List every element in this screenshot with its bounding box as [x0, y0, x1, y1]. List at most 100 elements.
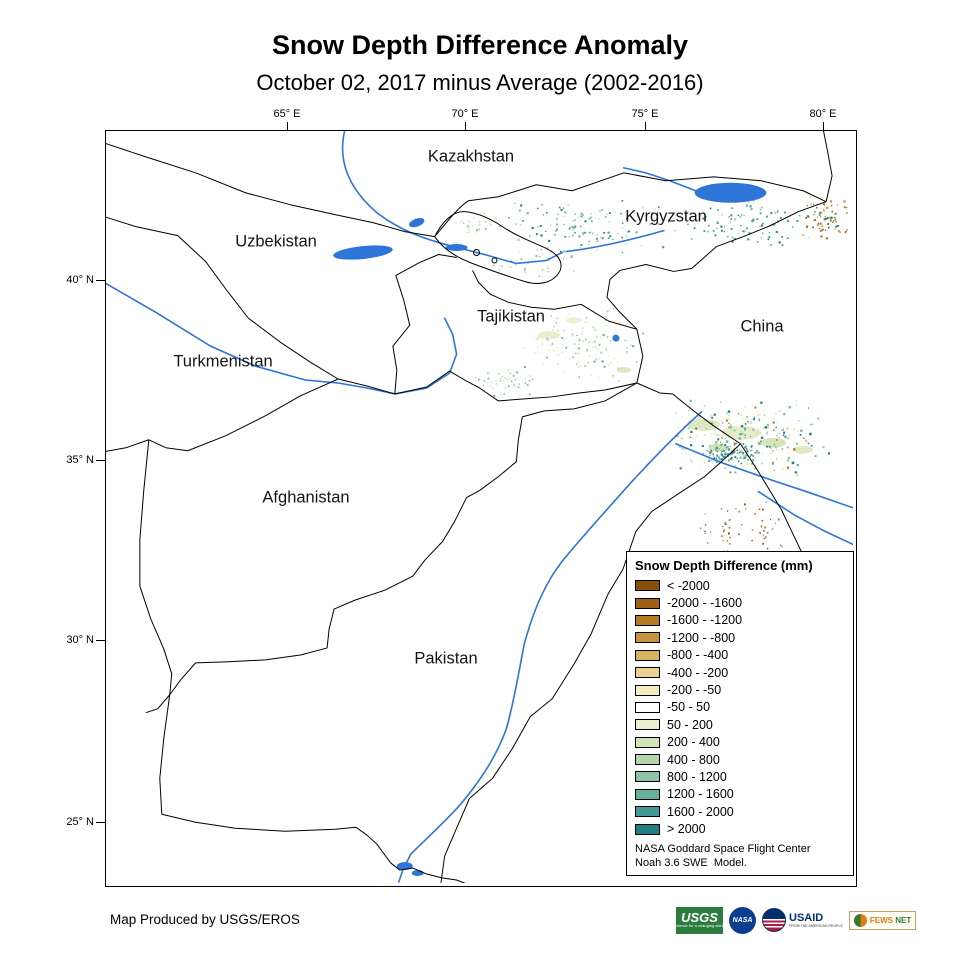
- lake-issyk-kul: [694, 182, 767, 203]
- latitude-label: 30° N: [66, 634, 94, 646]
- latitude-tick: [96, 280, 105, 281]
- legend-entry-label: -200 - -50: [667, 683, 722, 698]
- border-enclave: [491, 257, 498, 264]
- legend-swatch: [635, 597, 660, 609]
- legend-swatch: [635, 788, 660, 800]
- lake-chardara: [409, 218, 425, 228]
- snow-anomaly-patch: [708, 443, 729, 452]
- legend-swatch: [635, 701, 660, 713]
- legend-note-line: NASA Goddard Space Flight Center: [635, 842, 811, 855]
- legend-entry: 1600 - 2000: [635, 803, 845, 820]
- nasa-logo-text: NASA: [732, 916, 753, 924]
- usaid-logo-text: USAID: [789, 911, 824, 924]
- legend-swatch: [635, 614, 660, 626]
- legend-swatch: [635, 632, 660, 644]
- legend-entry: > 2000: [635, 820, 845, 837]
- usgs-logo: USGS science for a changing world: [674, 906, 725, 934]
- usaid-logo: USAID FROM THE AMERICAN PEOPLE: [762, 908, 843, 932]
- nasa-logo: NASA: [729, 906, 756, 934]
- legend-swatch: [635, 649, 660, 661]
- snow-anomaly-patch: [566, 317, 583, 324]
- longitude-tick: [823, 122, 824, 130]
- usaid-emblem-icon: [762, 908, 786, 932]
- longitude-label: 80° E: [809, 108, 837, 120]
- legend-entry: -50 - 50: [635, 699, 845, 716]
- longitude-label: 75° E: [631, 108, 659, 120]
- legend-title: Snow Depth Difference (mm): [635, 558, 813, 573]
- legend-entry: -800 - -400: [635, 647, 845, 664]
- border-kyg-taj: [472, 270, 638, 330]
- legend-swatch: [635, 719, 660, 731]
- border-turkmen-afghan: [106, 378, 339, 452]
- fewsnet-globe-icon: [853, 913, 867, 927]
- latitude-tick: [96, 822, 105, 823]
- legend-entry: 1200 - 1600: [635, 786, 845, 803]
- border-pak-india: [440, 443, 741, 883]
- legend-entry-label: 1200 - 1600: [667, 787, 734, 802]
- map-title: Snow Depth Difference Anomaly: [271, 30, 689, 60]
- coastline: [161, 813, 466, 883]
- border-taj-uzb-link: [395, 254, 457, 276]
- lake-aydar: [333, 245, 393, 260]
- border-kaz-uzb: [106, 143, 435, 238]
- river-amu-darya: [106, 282, 451, 395]
- map-canvas: Kazakhstan Kyrgyzstan Uzbekistan Tajikistan…: [105, 130, 857, 887]
- river-sutlej: [757, 490, 853, 546]
- legend-entries: < -2000 -2000 - -1600 -1600 - -1200 -1200 -…: [635, 577, 845, 838]
- legend-swatch: [635, 771, 660, 783]
- lake-karakul: [612, 334, 620, 342]
- country-label-turkmenistan: Turkmenistan: [173, 352, 273, 371]
- river-naryn: [565, 229, 665, 253]
- river-indus: [398, 411, 703, 883]
- map-legend: Snow Depth Difference (mm) < -2000 -2000 …: [626, 551, 854, 877]
- country-label-uzbekistan: Uzbekistan: [235, 232, 317, 251]
- border-kaz-kyg: [434, 172, 827, 237]
- country-label-tajikistan: Tajikistan: [477, 307, 545, 326]
- border-taj-china: [636, 329, 644, 384]
- longitude-label: 65° E: [273, 108, 301, 120]
- fewsnet-logo-text-net: NET: [895, 915, 912, 925]
- legend-entry-label: 200 - 400: [667, 735, 720, 750]
- country-label-kyrgyzstan: Kyrgyzstan: [625, 207, 707, 226]
- legend-note-line: Noah 3.6 SWE Model.: [635, 857, 747, 870]
- map-subtitle: October 02, 2017 minus Average (2002-201…: [256, 70, 704, 95]
- legend-entry: -400 - -200: [635, 664, 845, 681]
- legend-entry: -200 - -50: [635, 681, 845, 698]
- latitude-label: 40° N: [66, 274, 94, 286]
- legend-entry: < -2000: [635, 577, 845, 594]
- river-tarim: [674, 442, 853, 509]
- legend-entry: 400 - 800: [635, 751, 845, 768]
- latitude-tick: [96, 640, 105, 641]
- latitude-label: 25° N: [66, 816, 94, 828]
- snow-anomaly-patch: [760, 437, 787, 448]
- snow-anomaly-patch: [721, 425, 762, 440]
- legend-entry-label: 50 - 200: [667, 717, 713, 732]
- legend-entry: 200 - 400: [635, 734, 845, 751]
- legend-entry-label: < -2000: [667, 578, 710, 593]
- latitude-tick: [96, 460, 105, 461]
- legend-entry: 50 - 200: [635, 716, 845, 733]
- legend-swatch: [635, 667, 660, 679]
- indus-delta-water: [411, 870, 424, 877]
- snow-anomaly-pixels: [455, 196, 848, 559]
- snow-anomaly-patch: [538, 331, 561, 340]
- footer-logos: USGS science for a changing world NASA U…: [674, 904, 917, 936]
- legend-entry-label: -1200 - -800: [667, 630, 736, 645]
- fewsnet-logo: FEWS NET: [848, 910, 917, 930]
- legend-entry-label: > 2000: [667, 822, 706, 837]
- legend-entry: 800 - 1200: [635, 768, 845, 785]
- map-credit: Map Produced by USGS/EROS: [110, 912, 300, 927]
- country-label-china: China: [740, 317, 784, 336]
- legend-entry: -1600 - -1200: [635, 612, 845, 629]
- fewsnet-logo-text-fews: FEWS: [869, 915, 893, 925]
- legend-entry-label: 1600 - 2000: [667, 804, 734, 819]
- border-fergana-rim: [434, 211, 562, 284]
- river-chu: [623, 167, 697, 192]
- legend-entry-label: -50 - 50: [667, 700, 711, 715]
- legend-note: NASA Goddard Space Flight Center Noah 3.6…: [635, 842, 845, 871]
- longitude-label: 70° E: [451, 108, 479, 120]
- usgs-logo-tagline: science for a changing world: [674, 923, 725, 929]
- border-kaz-china: [823, 131, 833, 202]
- longitude-tick: [287, 122, 288, 130]
